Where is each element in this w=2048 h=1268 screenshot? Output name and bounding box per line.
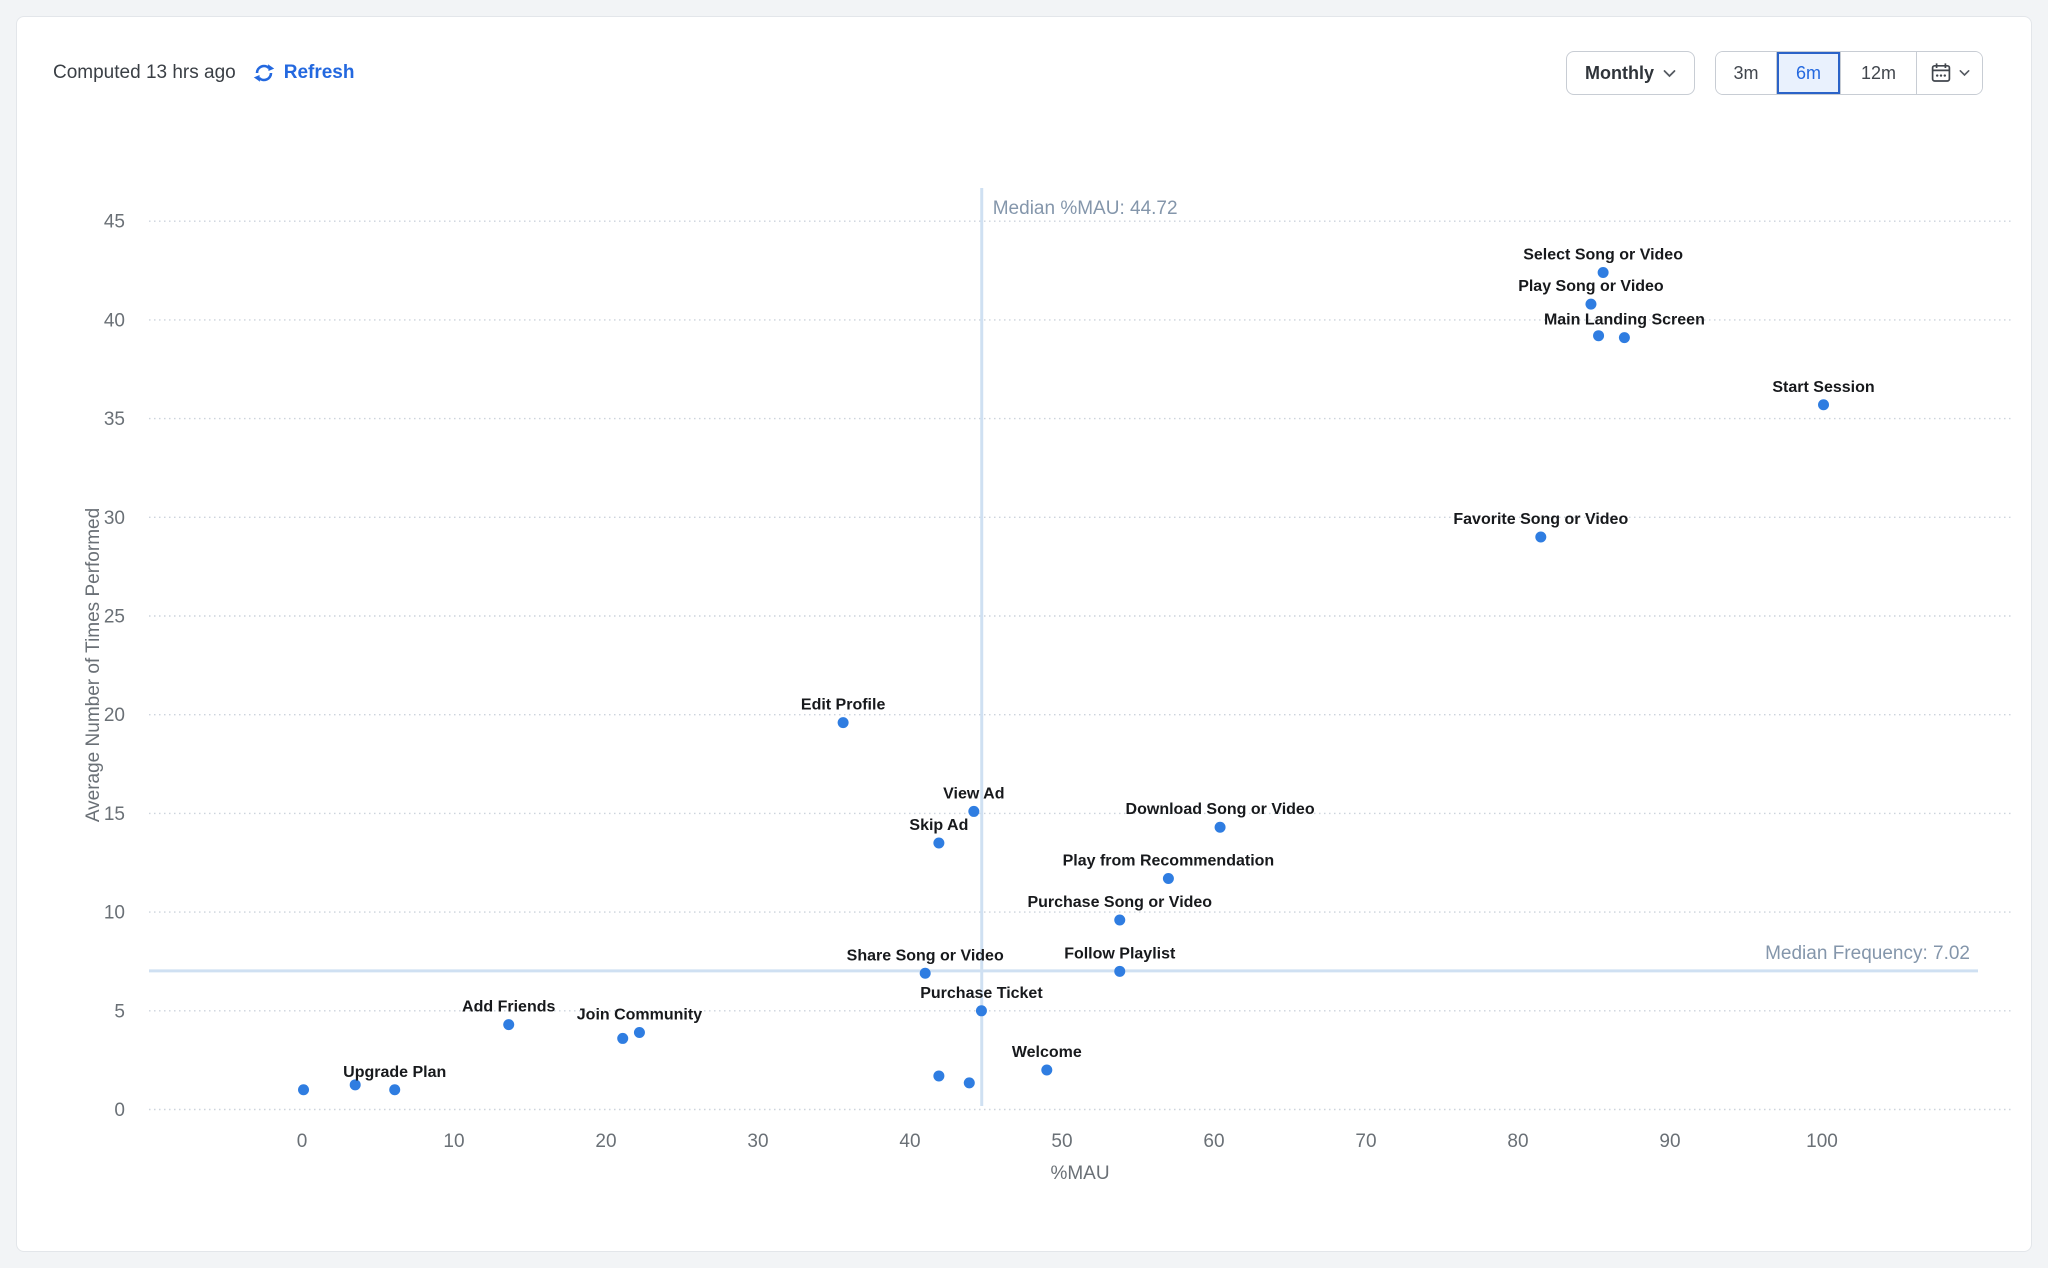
data-point[interactable] (933, 1070, 945, 1082)
x-tick-label: 50 (1051, 1131, 1072, 1152)
y-tick-label: 0 (114, 1100, 125, 1121)
data-point[interactable] (1597, 267, 1609, 279)
data-point[interactable] (1585, 298, 1597, 310)
x-tick-label: 20 (595, 1131, 616, 1152)
x-tick-label: 60 (1203, 1131, 1224, 1152)
data-point-label: Share Song or Video (847, 947, 1004, 964)
y-tick-label: 25 (104, 607, 125, 628)
data-point[interactable] (1114, 965, 1126, 977)
data-point-label: Skip Ad (909, 817, 968, 834)
data-point[interactable] (1593, 330, 1605, 342)
y-tick-label: 40 (104, 310, 125, 331)
calendar-icon (1930, 62, 1952, 84)
chevron-down-icon (1959, 69, 1970, 77)
refresh-button[interactable]: Refresh (252, 61, 355, 85)
range-option-3m[interactable]: 3m (1716, 52, 1776, 94)
chevron-down-icon (1663, 69, 1676, 78)
y-tick-label: 5 (114, 1001, 125, 1022)
data-point-label: Select Song or Video (1523, 247, 1683, 264)
data-point-label: View Ad (943, 785, 1004, 802)
x-tick-label: 100 (1806, 1131, 1838, 1152)
x-tick-label: 10 (443, 1131, 464, 1152)
data-point-label: Welcome (1012, 1044, 1082, 1061)
data-point[interactable] (1618, 332, 1630, 344)
data-point[interactable] (837, 717, 849, 729)
data-point-label: Main Landing Screen (1544, 312, 1705, 329)
data-point-label: Upgrade Plan (343, 1064, 446, 1081)
data-point-label: Join Community (577, 1007, 702, 1024)
data-point-label: Start Session (1772, 379, 1874, 396)
data-point-label: Play from Recommendation (1063, 853, 1275, 870)
x-axis-title: %MAU (1050, 1163, 1109, 1184)
interval-label: Monthly (1585, 62, 1654, 83)
data-point-label: Purchase Ticket (920, 985, 1043, 1002)
data-point-label: Follow Playlist (1064, 945, 1176, 962)
x-tick-label: 0 (297, 1131, 308, 1152)
data-point[interactable] (919, 967, 931, 979)
x-tick-label: 40 (899, 1131, 920, 1152)
y-tick-label: 35 (104, 409, 125, 430)
median-mau-label: Median %MAU: 44.72 (993, 198, 1178, 219)
data-point-label: Purchase Song or Video (1027, 894, 1212, 911)
data-point-label: Play Song or Video (1518, 278, 1664, 295)
data-point-label: Edit Profile (801, 697, 886, 714)
y-axis-title: Average Number of Times Performed (83, 508, 104, 822)
x-tick-label: 80 (1507, 1131, 1528, 1152)
computed-timestamp: Computed 13 hrs ago (53, 62, 236, 83)
data-point[interactable] (503, 1019, 515, 1031)
data-point[interactable] (963, 1077, 975, 1089)
x-tick-label: 30 (747, 1131, 768, 1152)
header-right: Monthly 3m 6m 12m (1566, 51, 1983, 95)
x-tick-label: 90 (1659, 1131, 1680, 1152)
data-point[interactable] (633, 1027, 645, 1039)
y-tick-label: 20 (104, 705, 125, 726)
data-point-label: Add Friends (462, 999, 555, 1016)
data-point[interactable] (1214, 821, 1226, 833)
interval-dropdown[interactable]: Monthly (1566, 51, 1695, 95)
range-option-6m[interactable]: 6m (1776, 52, 1840, 94)
refresh-icon (252, 61, 276, 85)
header-left: Computed 13 hrs ago Refresh (53, 61, 354, 85)
data-point[interactable] (1162, 873, 1174, 885)
data-point[interactable] (933, 837, 945, 849)
data-point[interactable] (1041, 1064, 1053, 1076)
date-picker-button[interactable] (1916, 52, 1982, 94)
y-tick-label: 45 (104, 212, 125, 233)
data-point[interactable] (349, 1079, 361, 1091)
data-point[interactable] (968, 805, 980, 817)
chart-header: Computed 13 hrs ago Refresh (53, 51, 1983, 95)
refresh-label: Refresh (283, 62, 355, 83)
range-option-12m[interactable]: 12m (1840, 52, 1916, 94)
y-tick-label: 10 (104, 903, 125, 924)
data-point[interactable] (975, 1005, 987, 1017)
chart-card: Computed 13 hrs ago Refresh (16, 16, 2032, 1252)
range-segmented-control: 3m 6m 12m (1715, 51, 1983, 95)
median-frequency-label: Median Frequency: 7.02 (1765, 943, 1970, 964)
data-point-label: Download Song or Video (1126, 801, 1315, 818)
data-point[interactable] (1818, 399, 1830, 411)
scatter-chart: 0 5 10 15 20 25 30 35 40 45 0 10 20 30 40 50 60 70 80 90 100… (83, 188, 2011, 1184)
x-tick-label: 70 (1355, 1131, 1376, 1152)
data-point[interactable] (389, 1084, 401, 1096)
data-point[interactable] (1535, 531, 1547, 543)
data-point[interactable] (298, 1084, 310, 1096)
data-point[interactable] (1114, 914, 1126, 926)
data-point-label: Favorite Song or Video (1453, 511, 1628, 528)
data-point[interactable] (617, 1032, 629, 1044)
y-tick-label: 30 (104, 508, 125, 529)
y-tick-label: 15 (104, 804, 125, 825)
